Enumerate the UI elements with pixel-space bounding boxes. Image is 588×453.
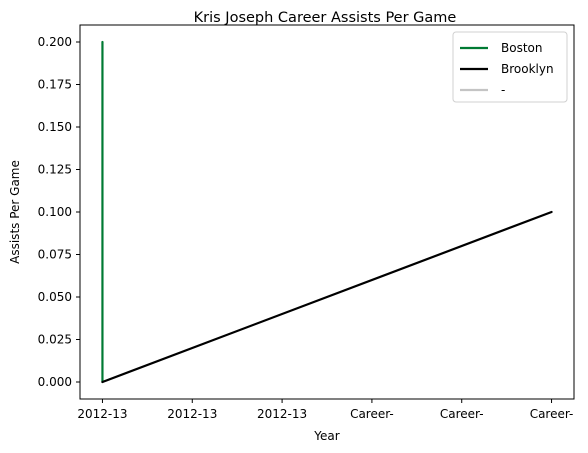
plot-lines [101,40,553,384]
legend-label: Brooklyn [501,62,554,76]
y-axis: 0.000 0.025 0.050 0.075 0.100 0.125 0.150 0.175… [38,35,80,389]
x-tick-label: Career- [530,407,574,421]
y-tick-label: 0.025 [38,333,72,347]
y-tick-label: 0.000 [38,375,72,389]
y-tick-label: 0.125 [38,163,72,177]
y-tick-label: 0.175 [38,78,72,92]
legend-label: Boston [501,41,542,55]
y-tick-label: 0.150 [38,120,72,134]
chart-title: Kris Joseph Career Assists Per Game [194,10,457,26]
x-tick-label: Career- [350,407,394,421]
legend-label: - [501,83,505,97]
x-tick-label: 2012-13 [167,407,217,421]
x-axis: 2012-13 2012-13 2012-13 Career- Career- Caree… [77,399,573,421]
x-axis-label: Year [313,429,339,443]
series-line-brooklyn [101,210,553,384]
y-axis-label: Assists Per Game [8,160,22,264]
y-tick-label: 0.200 [38,35,72,49]
y-tick-label: 0.075 [38,248,72,262]
y-tick-label: 0.100 [38,205,72,219]
x-tick-label: 2012-13 [77,407,127,421]
y-tick-label: 0.050 [38,290,72,304]
x-tick-label: Career- [440,407,484,421]
legend: Boston Brooklyn - [452,31,568,103]
x-tick-label: 2012-13 [257,407,307,421]
legend-box [452,31,568,103]
